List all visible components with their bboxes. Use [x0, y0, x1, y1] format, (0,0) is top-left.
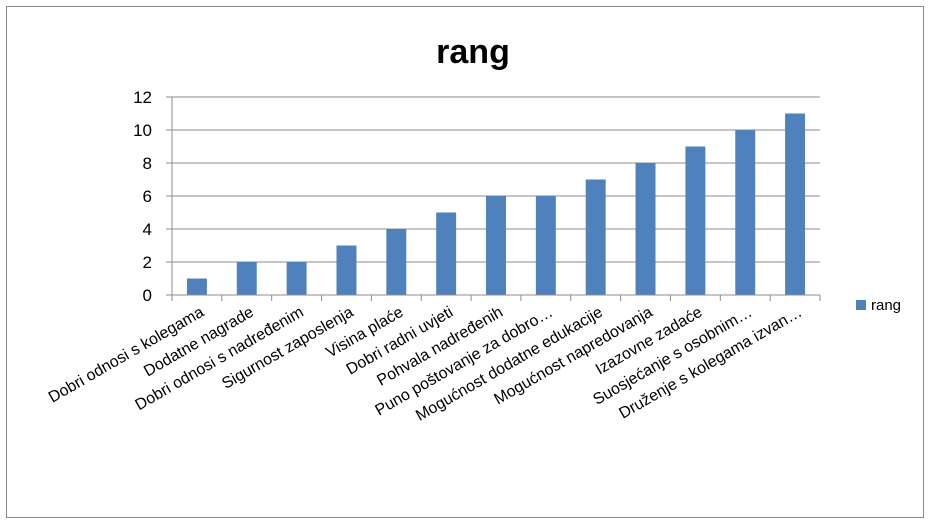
bar — [336, 245, 357, 295]
bar — [685, 146, 706, 295]
bar — [635, 163, 656, 295]
bar — [486, 196, 506, 295]
legend-swatch — [856, 300, 866, 310]
bar — [186, 278, 207, 295]
gridlines — [172, 96, 820, 263]
bar — [286, 262, 307, 295]
bar — [585, 179, 606, 295]
bar — [436, 212, 457, 295]
y-tick-label: 4 — [143, 220, 152, 239]
bar — [386, 229, 407, 295]
y-tick-labels: 0 2 4 6 8 10 12 — [133, 88, 152, 305]
bars — [186, 113, 806, 295]
y-tick-label: 6 — [143, 187, 152, 206]
y-tick-label: 12 — [133, 88, 152, 107]
y-tick-label: 10 — [133, 121, 152, 140]
legend: rang — [856, 297, 901, 314]
chart-title: rang — [436, 33, 510, 71]
bar — [785, 113, 806, 295]
y-tick-label: 0 — [143, 286, 152, 305]
y-tick-label: 8 — [143, 154, 152, 173]
axes — [166, 96, 821, 301]
legend-label: rang — [871, 297, 901, 314]
bar — [236, 262, 257, 295]
bar — [735, 130, 756, 295]
y-tick-label: 2 — [143, 253, 152, 272]
bar — [535, 196, 556, 295]
